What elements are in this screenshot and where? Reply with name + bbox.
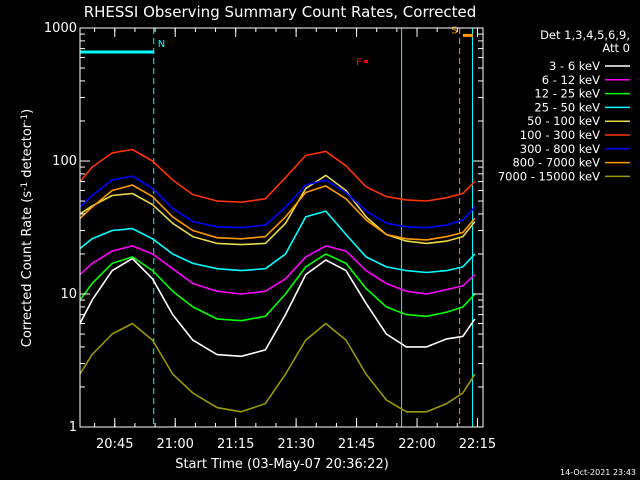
legend-label-300-800-kev: 300 - 800 keV	[520, 142, 600, 156]
y-axis-label-sup1: -1	[20, 182, 30, 191]
legend-label-7000-15000-kev: 7000 - 15000 keV	[498, 169, 600, 183]
series-line-300-800-kev	[79, 175, 476, 229]
x-tick-label: 21:15	[217, 437, 254, 452]
series-line-100-300-kev	[79, 148, 476, 203]
y-axis-label-sup2: -1	[20, 114, 30, 123]
y-tick-label: 1000	[44, 21, 77, 36]
y-axis-label: Corrected Count Rate (s-1 detector-1)	[20, 109, 35, 347]
series-line-12-25-kev	[79, 253, 476, 322]
x-tick-label: 21:45	[338, 437, 375, 452]
marker-f-label: F	[356, 57, 362, 68]
y-axis-label-mid: detector	[20, 122, 35, 182]
series-line-800-7000-kev	[79, 184, 476, 241]
legend-label-12-25-kev: 12 - 25 keV	[534, 87, 600, 101]
legend-header-line-1: Det 1,3,4,5,6,9,	[540, 28, 630, 42]
x-tick-label: 21:00	[156, 437, 193, 452]
x-tick-label: 22:15	[459, 437, 496, 452]
legend-label-25-50-kev: 25 - 50 keV	[534, 100, 600, 114]
series-line-6-12-kev	[79, 245, 476, 295]
legend-label-6-12-kev: 6 - 12 keV	[542, 73, 600, 87]
plot-area: N F S	[79, 25, 476, 427]
legend-header-line-2: Att 0	[602, 41, 630, 55]
x-tick-label: 22:00	[398, 437, 435, 452]
chart-title: RHESSI Observing Summary Count Rates, Co…	[84, 3, 477, 21]
x-axis: 20:45 21:00 21:15 21:30 21:45 22:00 22:15	[94, 28, 496, 452]
series-line-50-100-kev	[79, 174, 476, 246]
series-line-3-6-kev	[79, 257, 476, 358]
y-axis: 1 10 100 1000	[44, 21, 483, 435]
plot-frame	[79, 27, 484, 428]
marker-n-label: N	[158, 39, 165, 50]
x-axis-label: Start Time (03-May-07 20:36:22)	[175, 457, 389, 472]
legend-label-50-100-kev: 50 - 100 keV	[527, 114, 600, 128]
legend-label-100-300-kev: 100 - 300 keV	[520, 128, 600, 142]
x-tick-label: 20:45	[96, 437, 133, 452]
y-tick-label: 1	[69, 420, 77, 435]
x-tick-label: 21:30	[277, 437, 314, 452]
marker-s-label: S	[451, 25, 457, 36]
y-axis-label-base: Corrected Count Rate (s	[20, 191, 35, 348]
series-line-25-50-kev	[79, 210, 476, 274]
footer-timestamp: 14-Oct-2021 23:43	[560, 468, 636, 477]
legend-label-800-7000-kev: 800 - 7000 keV	[512, 156, 600, 170]
y-tick-label: 10	[60, 287, 77, 302]
y-axis-label-end: )	[20, 109, 35, 114]
series-line-7000-15000-kev	[79, 322, 476, 413]
y-tick-label: 100	[52, 154, 77, 169]
legend-label-3-6-kev: 3 - 6 keV	[549, 59, 600, 73]
